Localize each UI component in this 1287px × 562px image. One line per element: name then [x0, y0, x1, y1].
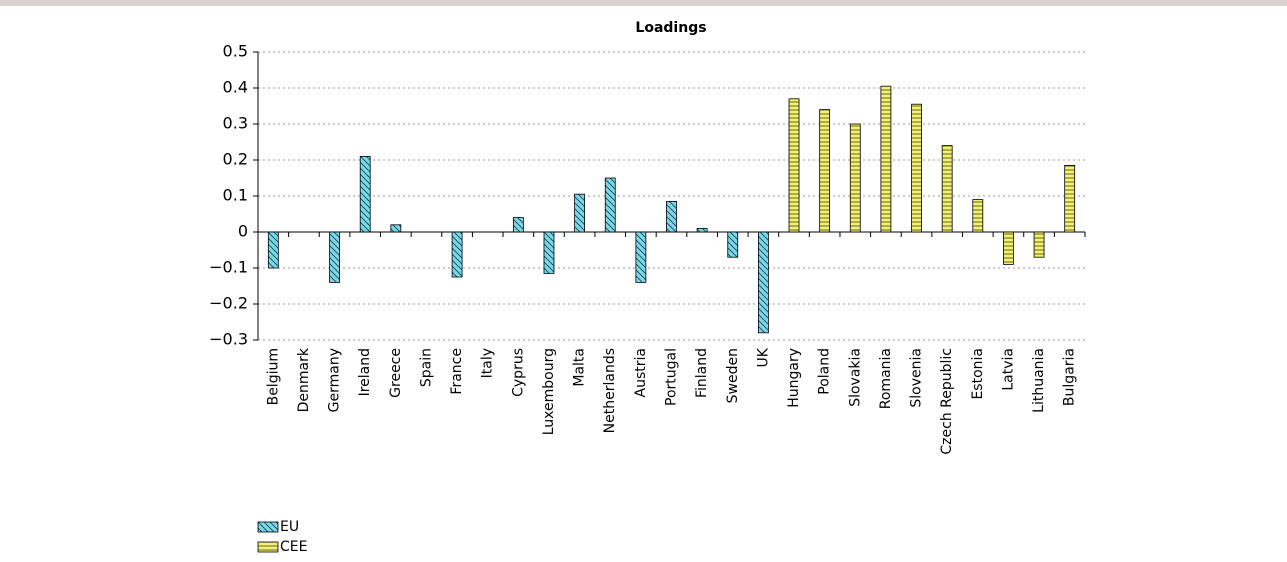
bar [849, 123, 861, 233]
x-tick-label: Slovenia [909, 348, 925, 408]
x-tick-label: Spain [418, 348, 434, 387]
bar [359, 155, 371, 233]
bar [727, 231, 739, 258]
bar [880, 85, 892, 233]
x-tick-label: Netherlands [602, 348, 618, 433]
bar [757, 231, 769, 334]
bar [1064, 164, 1076, 233]
x-tick-label: Poland [817, 348, 833, 395]
x-tick-label: Portugal [664, 348, 680, 406]
bar [635, 231, 647, 283]
x-tick-label: Slovakia [847, 348, 863, 407]
bar [390, 224, 402, 233]
top-bar [0, 0, 1287, 6]
bar [1033, 231, 1045, 258]
legend-label: EU [280, 519, 299, 535]
x-tick-label: Hungary [786, 348, 802, 408]
bar [267, 231, 279, 269]
x-tick-label: Belgium [265, 348, 281, 405]
x-tick-label: Latvia [1000, 348, 1016, 391]
bar [543, 231, 555, 274]
x-tick-label: Austria [633, 348, 649, 397]
x-tick-label: Finland [694, 348, 710, 398]
bar [788, 98, 800, 233]
bar [1003, 231, 1014, 265]
x-tick-label: Cyprus [510, 348, 526, 397]
x-tick-label: Sweden [725, 348, 741, 403]
bar [819, 109, 831, 233]
x-tick-label: Denmark [296, 347, 312, 412]
bar [329, 231, 340, 283]
y-tick-label: 0.4 [223, 78, 248, 97]
bar [941, 145, 953, 233]
x-tick-label: Germany [327, 348, 343, 412]
legend-label: CEE [280, 539, 307, 555]
y-tick-label: −0.2 [209, 294, 248, 313]
bar [574, 193, 586, 233]
y-tick-label: −0.3 [209, 330, 248, 349]
chart-title: Loadings [635, 20, 706, 36]
bar [696, 227, 708, 233]
x-tick-label: Estonia [970, 348, 986, 400]
x-tick-label: Luxembourg [541, 348, 557, 435]
bar [451, 231, 463, 278]
bar [604, 177, 616, 233]
x-tick-label: Romania [878, 348, 894, 409]
x-tick-label: Bulgaria [1062, 348, 1078, 406]
y-tick-label: 0.1 [223, 186, 248, 205]
x-tick-label: Lithuania [1031, 348, 1047, 413]
x-tick-label: Greece [388, 348, 404, 398]
bar [972, 199, 984, 233]
y-tick-label: −0.1 [209, 258, 248, 277]
bar [512, 217, 524, 233]
bar [911, 103, 922, 233]
y-tick-label: 0.2 [223, 150, 248, 169]
x-tick-label: Czech Republic [939, 348, 955, 455]
x-tick-label: France [449, 348, 465, 395]
x-tick-label: Ireland [357, 348, 373, 396]
bar [666, 200, 677, 233]
y-tick-label: 0 [238, 222, 248, 241]
x-tick-label: UK [755, 347, 771, 367]
y-tick-label: 0.5 [223, 42, 248, 61]
x-tick-label: Malta [572, 348, 588, 387]
x-tick-label: Italy [480, 348, 496, 378]
legend-swatch [257, 521, 279, 533]
y-tick-label: 0.3 [223, 114, 248, 133]
legend-swatch [257, 541, 279, 553]
